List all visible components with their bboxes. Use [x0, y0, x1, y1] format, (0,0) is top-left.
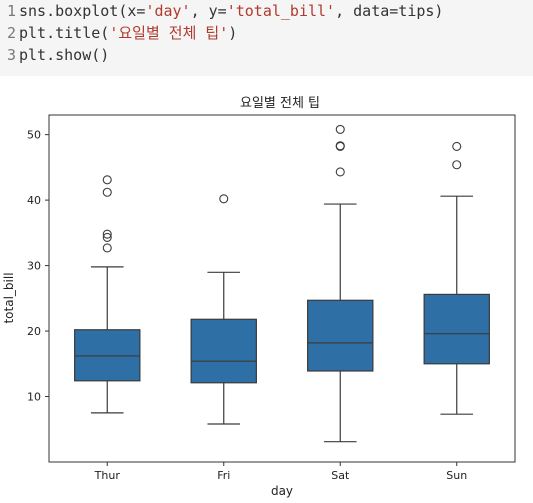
code-line: 3 plt.show() — [0, 44, 109, 66]
box-iqr — [307, 299, 374, 372]
x-axis: Thur Fri Sat Sun — [94, 462, 467, 482]
outlier-point — [219, 194, 229, 204]
string-literal: 'day' — [145, 2, 191, 20]
code-line: 2 plt.title('요일별 전체 팁') — [0, 22, 237, 44]
x-tick-label: Sat — [331, 469, 350, 482]
x-axis-label: day — [271, 484, 293, 498]
y-axis-label: total_bill — [2, 272, 16, 323]
outlier-point — [335, 124, 345, 134]
box-iqr — [74, 329, 141, 382]
y-tick-label: 40 — [27, 194, 41, 207]
code-line: 1 sns.boxplot(x='day', y='total_bill', da… — [0, 0, 444, 22]
outlier-point — [335, 167, 345, 177]
boxplot-chart: 요일별 전체 팁 10 20 30 40 50 Thur Fri Sat Sun total_… — [2, 96, 516, 498]
outlier-point — [452, 160, 462, 170]
box-thur — [74, 175, 141, 414]
y-tick-label: 10 — [27, 391, 41, 404]
code-text: sns.boxplot(x='day', y='total_bill', dat… — [19, 2, 444, 20]
y-axis: 10 20 30 40 50 — [27, 129, 49, 404]
boxes-group — [74, 124, 490, 443]
output-area: 요일별 전체 팁 10 20 30 40 50 Thur Fri Sat Sun total_… — [0, 90, 533, 499]
y-tick-label: 50 — [27, 129, 41, 142]
line-number: 1 — [6, 2, 16, 20]
outlier-point — [335, 141, 345, 151]
code-text: plt.title('요일별 전체 팁') — [19, 24, 238, 42]
x-tick-label: Sun — [446, 469, 467, 482]
box-iqr — [190, 318, 257, 384]
outlier-point — [102, 175, 112, 185]
chart-title: 요일별 전체 팁 — [240, 96, 320, 111]
string-literal: 'total_bill' — [226, 2, 336, 20]
box-sat — [307, 124, 374, 443]
code-text: plt.show() — [19, 46, 110, 64]
code-cell[interactable]: 1 sns.boxplot(x='day', y='total_bill', da… — [0, 0, 533, 76]
x-tick-label: Thur — [94, 469, 121, 482]
outlier-point — [102, 232, 112, 242]
y-tick-label: 30 — [27, 260, 41, 273]
outlier-point — [102, 243, 112, 253]
box-iqr — [423, 293, 490, 365]
outlier-point — [102, 229, 112, 239]
box-sun — [423, 141, 490, 415]
y-tick-label: 20 — [27, 325, 41, 338]
line-number: 3 — [6, 46, 16, 64]
plot-frame — [48, 114, 516, 463]
line-number: 2 — [6, 24, 16, 42]
outlier-point — [102, 187, 112, 197]
x-tick-label: Fri — [217, 469, 230, 482]
outlier-point — [452, 141, 462, 151]
string-literal: '요일별 전체 팁' — [109, 24, 229, 42]
box-fri — [190, 194, 257, 425]
